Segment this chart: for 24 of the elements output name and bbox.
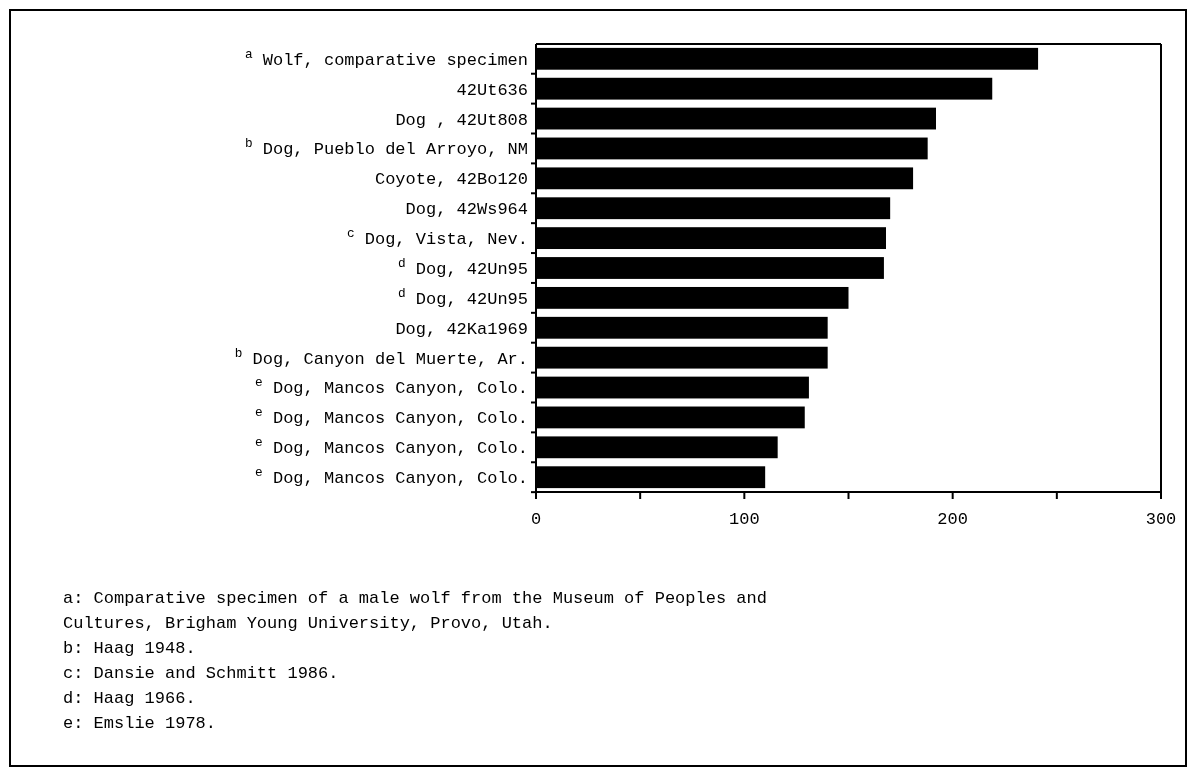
y-tick-label: $^{b}$ Dog, Pueblo del Arroyo, NM (244, 135, 528, 160)
text: a: Comparative specimen of a male wolf from the Museum of Peoples and Cultures, Brigham Young University, Provo, Utah. (63, 589, 767, 633)
x-tick-label: 200 (937, 510, 968, 529)
text: b: Haag 1948. (63, 639, 196, 658)
text: c: Dansie and Schmitt 1986. (63, 664, 339, 683)
text: e: Emslie 1978. (63, 714, 217, 733)
y-tick-label: $^{e}$ Dog, Mancos Canyon, Colo. (255, 375, 528, 399)
y-tick-label: $^{d}$ Dog, 42Un95 (397, 255, 528, 279)
x-tick-label: 0 (530, 510, 542, 529)
y-tick-label: $^{e}$ Dog, Mancos Canyon, Colo. (255, 404, 528, 429)
y-tick-label: Dog, 42Ka1969 (395, 319, 528, 339)
y-tick-label: $^{e}$ Dog, Mancos Canyon, Colo. (255, 464, 528, 489)
text: d: Haag 1966. (63, 689, 196, 708)
x-tick-label: 100 (729, 510, 760, 529)
x-tick-label: 300 (1145, 510, 1177, 529)
y-tick-label: Dog , 42Ut808 (395, 110, 528, 130)
y-tick-label: $^{b}$ Dog, Canyon del Muerte, Ar. (234, 345, 528, 369)
y-tick-label: Coyote, 42Bo120 (374, 170, 528, 190)
y-tick-label: $^{d}$ Dog, 42Un95 (397, 285, 528, 309)
y-tick-label: $^{c}$ Dog, Vista, Nev. (346, 225, 528, 250)
y-tick-label: $^{e}$ Dog, Mancos Canyon, Colo. (255, 434, 528, 459)
y-tick-label: Dog, 42Ws964 (405, 200, 528, 220)
y-tick-label: $^{a}$ Wolf, comparative specimen (244, 46, 528, 70)
y-tick-label: 42Ut636 (456, 80, 528, 100)
